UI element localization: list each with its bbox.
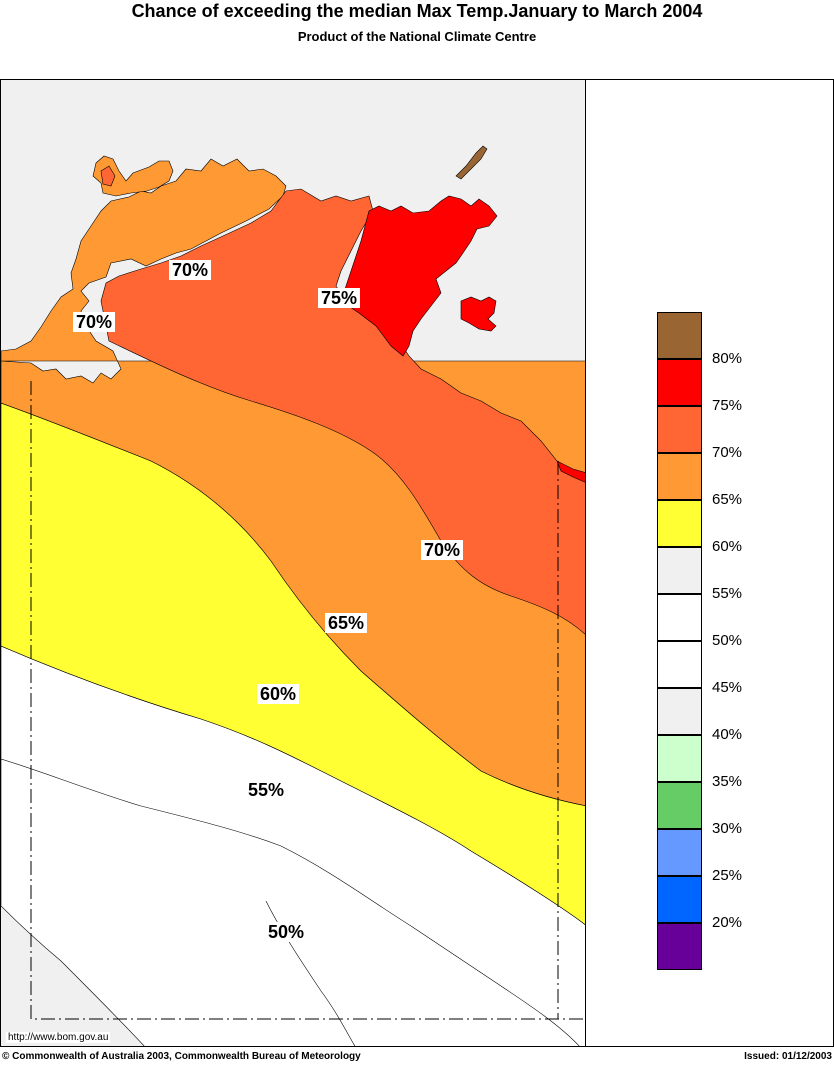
legend-label: 30% bbox=[712, 820, 743, 837]
legend-swatch bbox=[657, 641, 702, 688]
legend-swatch bbox=[657, 406, 702, 453]
legend-label: 55% bbox=[712, 585, 743, 602]
legend-label: 65% bbox=[712, 491, 743, 508]
contour-label-70-east: 70% bbox=[421, 540, 464, 560]
legend-label: 35% bbox=[712, 773, 743, 790]
legend-swatch bbox=[657, 547, 702, 594]
legend-swatch bbox=[657, 735, 702, 782]
legend-swatch bbox=[657, 312, 702, 359]
legend-swatch bbox=[657, 876, 702, 923]
legend-swatch bbox=[657, 688, 702, 735]
map-subtitle: Product of the National Climate Centre bbox=[297, 29, 537, 44]
legend-swatch bbox=[657, 453, 702, 500]
island-red bbox=[460, 296, 497, 332]
website-link[interactable]: http://www.bom.gov.au bbox=[6, 1032, 111, 1043]
island-brown bbox=[455, 145, 488, 180]
legend-label: 80% bbox=[712, 350, 743, 367]
legend-swatch bbox=[657, 500, 702, 547]
legend-swatch bbox=[657, 782, 702, 829]
legend-label: 45% bbox=[712, 679, 743, 696]
legend-label: 50% bbox=[712, 632, 743, 649]
zone-70-75 bbox=[100, 188, 585, 635]
legend-label: 40% bbox=[712, 726, 743, 743]
legend-swatch bbox=[657, 923, 702, 970]
contour-label-50: 50% bbox=[265, 922, 308, 942]
coast-red-strip bbox=[556, 460, 585, 483]
legend-swatch bbox=[657, 829, 702, 876]
legend-label: 25% bbox=[712, 867, 743, 884]
legend-label: 75% bbox=[712, 397, 743, 414]
zone-above-75 bbox=[340, 195, 498, 357]
contour-line-55 bbox=[1, 758, 580, 1046]
legend-swatch bbox=[657, 359, 702, 406]
legend-label: 70% bbox=[712, 444, 743, 461]
map-frame: 70% 70% 75% 70% 65% 60% 55% 50% bbox=[0, 79, 586, 1047]
region-boundary bbox=[30, 381, 585, 1020]
contour-label-70-west: 70% bbox=[169, 260, 212, 280]
legend-label: 60% bbox=[712, 538, 743, 555]
contour-label-55: 55% bbox=[245, 780, 288, 800]
island-orange-west bbox=[92, 155, 174, 197]
contour-label-70-coast: 70% bbox=[73, 312, 116, 332]
contour-label-75: 75% bbox=[318, 288, 361, 308]
legend-swatch bbox=[657, 594, 702, 641]
copyright-text: © Commonwealth of Australia 2003, Common… bbox=[2, 1051, 361, 1062]
forecast-map bbox=[1, 80, 585, 1046]
legend-label: 20% bbox=[712, 914, 743, 931]
contour-label-60: 60% bbox=[257, 684, 300, 704]
island-red-small bbox=[100, 165, 116, 187]
map-title: Chance of exceeding the median Max Temp.… bbox=[131, 1, 703, 21]
contour-label-65: 65% bbox=[325, 613, 368, 633]
issued-date: Issued: 01/12/2003 bbox=[744, 1051, 832, 1062]
legend-frame bbox=[586, 79, 834, 1047]
